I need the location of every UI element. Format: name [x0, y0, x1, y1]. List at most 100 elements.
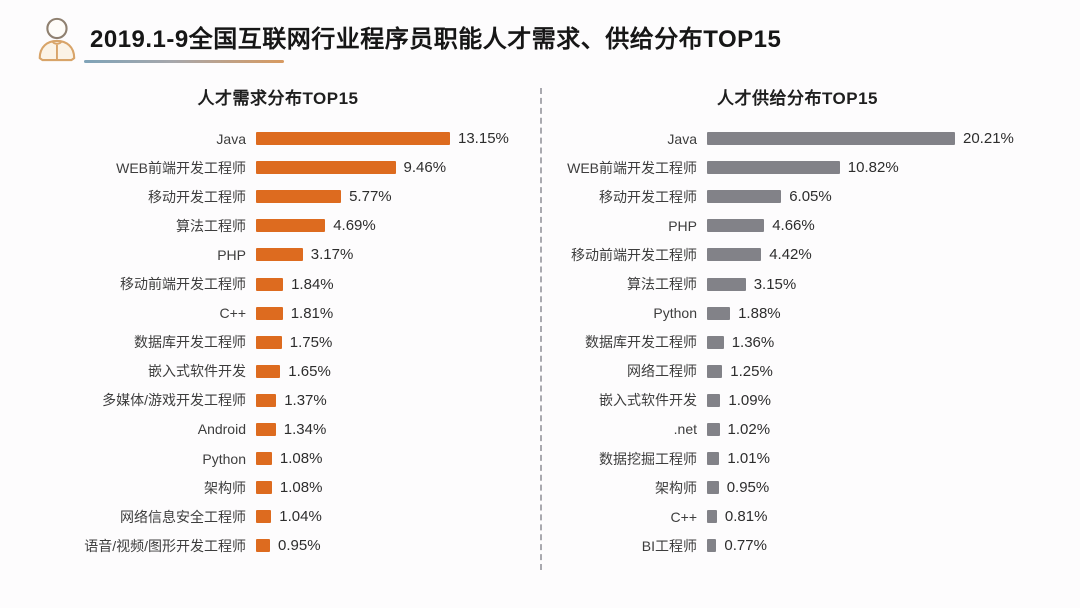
category-label: 移动开发工程师: [599, 188, 697, 205]
bar: [707, 510, 717, 524]
bar: [256, 190, 342, 204]
category-label: 多媒体/游戏开发工程师: [102, 392, 246, 409]
value-label: 1.01%: [727, 450, 770, 468]
bar: [707, 364, 723, 378]
bar: [256, 277, 284, 291]
bar: [256, 364, 281, 378]
demand-chart-rows: Java 13.15% WEB前端开发工程师 9.46% 移动开发工程师 5.77% 算法工…: [28, 124, 528, 560]
chart-row: 网络信息安全工程师 1.04%: [28, 502, 528, 531]
category-label: Python: [202, 450, 246, 467]
value-label: 1.08%: [279, 479, 323, 497]
bar: [256, 422, 276, 436]
chart-row: Java 20.21%: [560, 124, 1035, 153]
value-label: 9.46%: [403, 159, 447, 177]
chart-row: 数据挖掘工程师 1.01%: [560, 444, 1035, 473]
bar: [256, 219, 326, 233]
chart-row: BI工程师 0.77%: [560, 531, 1035, 560]
bar: [707, 161, 840, 175]
bar: [707, 219, 765, 233]
demand-chart-title: 人才需求分布TOP15: [197, 89, 359, 108]
category-label: Android: [197, 421, 246, 438]
bar: [707, 190, 782, 204]
value-label: 6.05%: [789, 188, 832, 206]
category-label: 算法工程师: [176, 217, 246, 234]
category-label: .net: [673, 421, 697, 438]
value-label: 1.84%: [291, 275, 334, 293]
chart-row: Java 13.15%: [28, 124, 528, 153]
category-label: Java: [216, 130, 246, 147]
value-label: 0.95%: [278, 537, 321, 555]
bar: [256, 510, 272, 524]
value-label: 1.81%: [290, 304, 334, 322]
chart-row: Python 1.08%: [28, 444, 528, 473]
chart-row: 架构师 0.95%: [560, 473, 1035, 502]
chart-row: PHP 3.17%: [28, 240, 528, 269]
chart-row: 数据库开发工程师 1.36%: [560, 328, 1035, 357]
chart-row: .net 1.02%: [560, 415, 1035, 444]
bar: [256, 481, 272, 495]
category-label: C++: [670, 508, 697, 525]
bar: [707, 452, 720, 466]
value-label: 1.02%: [727, 420, 771, 438]
chart-row: 移动前端开发工程师 4.42%: [560, 240, 1035, 269]
category-label: 架构师: [204, 479, 246, 496]
chart-row: 嵌入式软件开发 1.65%: [28, 357, 528, 386]
category-label: PHP: [668, 217, 697, 234]
value-label: 1.88%: [738, 304, 781, 322]
value-label: 10.82%: [847, 159, 899, 177]
supply-chart-title: 人才供给分布TOP15: [716, 89, 879, 108]
value-label: 1.04%: [279, 508, 322, 526]
category-label: 移动前端开发工程师: [571, 246, 697, 263]
chart-row: 架构师 1.08%: [28, 473, 528, 502]
value-label: 1.75%: [289, 333, 333, 351]
bar: [707, 393, 721, 407]
value-label: 5.77%: [349, 188, 392, 206]
bar: [256, 335, 282, 349]
category-label: 网络信息安全工程师: [120, 508, 246, 525]
page-title: 2019.1-9全国互联网行业程序员职能人才需求、供给分布TOP15: [90, 26, 782, 53]
value-label: 20.21%: [963, 130, 1014, 148]
category-label: 嵌入式软件开发: [148, 363, 246, 380]
value-label: 13.15%: [458, 130, 509, 148]
person-icon: [38, 17, 76, 62]
category-label: 数据库开发工程师: [134, 334, 246, 351]
demand-chart: 人才需求分布TOP15 Java 13.15% WEB前端开发工程师 9.46% 移动开…: [28, 84, 528, 560]
chart-row: 移动开发工程师 5.77%: [28, 182, 528, 211]
supply-chart: 人才供给分布TOP15 Java 20.21% WEB前端开发工程师 10.82% 移动…: [560, 84, 1035, 560]
bar: [707, 277, 746, 291]
value-label: 1.09%: [728, 391, 771, 409]
category-label: WEB前端开发工程师: [116, 159, 246, 176]
bar: [707, 132, 955, 146]
title-underline: [84, 60, 284, 63]
bar: [707, 481, 719, 495]
chart-row: 数据库开发工程师 1.75%: [28, 328, 528, 357]
chart-row: 算法工程师 3.15%: [560, 269, 1035, 298]
value-label: 4.42%: [769, 246, 812, 264]
bar: [256, 452, 272, 466]
bar: [707, 422, 720, 436]
chart-row: WEB前端开发工程师 10.82%: [560, 153, 1035, 182]
supply-chart-rows: Java 20.21% WEB前端开发工程师 10.82% 移动开发工程师 6.05% PH…: [560, 124, 1035, 560]
category-label: 移动开发工程师: [148, 188, 246, 205]
category-label: 语音/视频/图形开发工程师: [84, 537, 246, 554]
value-label: 1.08%: [279, 450, 323, 468]
value-label: 3.15%: [753, 275, 797, 293]
vertical-dashed-divider: [540, 88, 542, 570]
category-label: BI工程师: [641, 537, 697, 554]
chart-row: Android 1.34%: [28, 415, 528, 444]
bar: [707, 539, 717, 553]
category-label: 算法工程师: [627, 276, 697, 293]
category-label: Java: [667, 130, 697, 147]
value-label: 4.69%: [333, 217, 376, 235]
bar: [256, 393, 277, 407]
bar: [256, 161, 396, 175]
bar: [256, 132, 450, 146]
category-label: WEB前端开发工程师: [567, 159, 697, 176]
category-label: 移动前端开发工程师: [120, 276, 246, 293]
bar: [256, 539, 270, 553]
value-label: 1.25%: [730, 362, 773, 380]
category-label: 数据库开发工程师: [585, 334, 697, 351]
bar: [707, 335, 724, 349]
value-label: 1.65%: [288, 362, 331, 380]
